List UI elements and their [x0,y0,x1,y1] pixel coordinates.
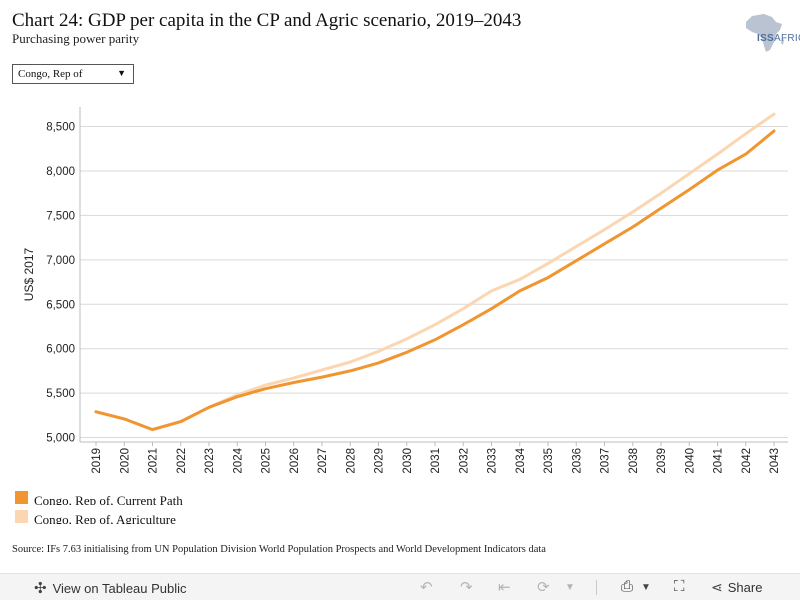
x-tick-label: 2041 [713,448,725,474]
country-filter-value: Congo, Rep of [18,68,83,80]
x-tick-label: 2042 [741,448,753,474]
y-axis-title: US$ 2017 [22,247,36,301]
legend-swatch [15,491,28,504]
fullscreen-icon[interactable]: ⛶ [674,578,685,595]
x-tick-label: 2024 [232,447,244,473]
x-tick-label: 2027 [317,448,329,474]
x-tick-label: 2021 [148,448,160,474]
y-tick-label: 8,000 [46,166,75,178]
chevron-down-icon[interactable]: ▼ [565,582,575,593]
legend-swatch [15,510,28,523]
series-line-congo-rep-of-current-path [94,129,776,432]
africa-map-logo-icon [746,14,784,52]
x-tick-label: 2036 [571,448,583,474]
iss-logo-text: ISSAFRICA [757,33,800,44]
x-tick-label: 2028 [345,448,357,474]
y-tick-label: 6,000 [46,344,75,356]
x-tick-label: 2030 [402,448,414,474]
series-line-congo-rep-of-agriculture [94,112,776,432]
x-tick-label: 2023 [204,448,216,474]
x-tick-label: 2019 [91,448,103,474]
tableau-logo-icon: ✣ [34,580,47,597]
x-tick-label: 2035 [543,448,555,474]
x-tick-label: 2033 [487,448,499,474]
country-filter-dropdown[interactable]: Congo, Rep of ▼ [12,64,134,84]
redo-icon[interactable]: ↷ [460,579,473,596]
y-tick-label: 7,500 [46,210,75,222]
x-tick-label: 2029 [374,448,386,474]
x-tick-label: 2040 [684,448,696,474]
y-tick-label: 5,000 [46,433,75,445]
x-tick-label: 2039 [656,448,668,474]
line-chart: 5,000 5,500 6,000 6,500 7,000 7,500 8,000 8,500… [22,107,788,474]
x-tick-label: 2031 [430,448,442,474]
source-note: Source: IFs 7.63 initialising from UN Po… [12,544,546,555]
view-on-tableau-label: View on Tableau Public [52,580,187,596]
x-tick-label: 2032 [458,448,470,474]
legend-label: Congo, Rep of, Agriculture [34,512,176,524]
x-tick-label: 2025 [261,448,273,474]
x-tick-label: 2038 [628,448,640,474]
y-tick-label: 8,500 [46,122,75,134]
x-tick-label: 2020 [119,448,131,474]
x-tick-label: 2043 [769,448,781,474]
download-chevron-down-icon[interactable]: ▼ [641,582,651,593]
share-label: Share [727,580,763,595]
undo-icon[interactable]: ↶ [420,579,433,596]
y-tick-label: 5,500 [46,388,75,400]
refresh-icon[interactable]: ⟳ [537,579,550,596]
download-icon[interactable]: ⎙ [621,578,634,595]
dropdown-arrow-icon: ▼ [117,68,126,78]
y-tick-label: 6,500 [46,299,75,311]
toolbar-divider [596,580,597,595]
share-button[interactable]: ⋖ Share [711,579,762,596]
chart-title: Chart 24: GDP per capita in the CP and A… [12,10,522,31]
chart-subtitle: Purchasing power parity [12,31,140,46]
x-tick-label: 2022 [176,448,188,474]
x-tick-label: 2034 [515,447,527,473]
view-on-tableau-link[interactable]: ✣ View on Tableau Public [34,579,187,597]
x-tick-label: 2037 [600,448,612,474]
share-icon: ⋖ [711,579,723,595]
legend-label: Congo, Rep of, Current Path [34,493,183,505]
y-tick-label: 7,000 [46,255,75,267]
revert-icon[interactable]: ⇤ [498,579,511,596]
x-tick-label: 2026 [289,448,301,474]
tableau-toolbar: ✣ View on Tableau Public ↶ ↷ ⇤ ⟳ ▼ ⎙ ▼ ⛶… [0,573,800,600]
